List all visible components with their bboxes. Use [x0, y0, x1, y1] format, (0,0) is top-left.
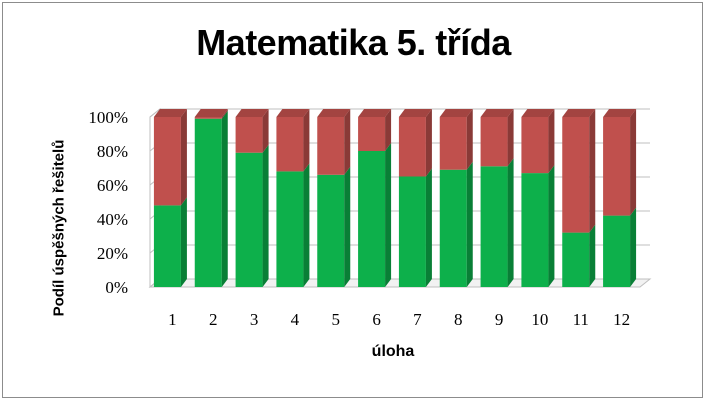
bar-segment-series2: [521, 117, 548, 173]
y-tick-label: 100%: [88, 108, 128, 127]
bar-segment-series1-side: [181, 197, 187, 287]
x-tick-label: 9: [495, 310, 504, 329]
y-tick-label: 0%: [105, 278, 128, 297]
bar-segment-series1-side: [467, 162, 473, 287]
x-tick-label: 2: [209, 310, 218, 329]
x-tick-label: 6: [372, 310, 381, 329]
bar-segment-series1: [236, 153, 263, 287]
x-tick-label: 1: [168, 310, 177, 329]
bar-segment-series2-side: [630, 109, 636, 216]
x-tick-label: 11: [573, 310, 589, 329]
bar-segment-series1: [440, 170, 467, 287]
bar-segment-series1-side: [508, 158, 514, 287]
x-tick-label: 5: [332, 310, 341, 329]
bar-segment-series2: [236, 117, 263, 153]
bar-segment-series1-side: [222, 111, 228, 287]
bar-segment-series2: [562, 117, 589, 233]
bar-segment-series2-side: [181, 109, 187, 205]
x-tick-label: 8: [454, 310, 463, 329]
y-tick-label: 40%: [97, 210, 128, 229]
x-tick-label: 12: [613, 310, 630, 329]
y-tick-label: 20%: [97, 244, 128, 263]
bar-segment-series2-side: [303, 109, 309, 171]
bar-segment-series1-side: [426, 169, 432, 288]
bar-segment-series1-side: [589, 225, 595, 287]
bar-segment-series2: [276, 117, 303, 171]
bar-segment-series1: [154, 205, 181, 287]
bar-segment-series2-side: [426, 109, 432, 177]
bar-segment-series2: [603, 117, 630, 216]
bar-segment-series2: [481, 117, 508, 166]
bar-segment-series2: [358, 117, 385, 151]
bar-segment-series2: [399, 117, 426, 177]
bar-segment-series2-side: [467, 109, 473, 170]
bar-segment-series1: [603, 216, 630, 287]
bar-segment-series2: [154, 117, 181, 205]
bar-segment-series2: [317, 117, 344, 175]
bar-segment-series1: [276, 171, 303, 287]
bar-segment-series1: [399, 177, 426, 288]
bar-segment-series2-side: [508, 109, 514, 166]
bar-segment-series1-side: [630, 208, 636, 287]
bar-segment-series1: [481, 166, 508, 287]
bar-segment-series1: [521, 173, 548, 287]
bar-segment-series2: [195, 117, 222, 119]
bar-segment-series1-side: [303, 163, 309, 287]
bar-segment-series1-side: [548, 165, 554, 287]
bar-segment-series2-side: [589, 109, 595, 233]
bar-segment-series1-side: [344, 167, 350, 287]
bar-segment-series1: [562, 233, 589, 287]
bar-segment-series1: [358, 151, 385, 287]
x-tick-label: 3: [250, 310, 259, 329]
bar-segment-series1-side: [263, 145, 269, 287]
bar-segment-series1-side: [385, 143, 391, 287]
bar-segment-series2-side: [344, 109, 350, 175]
bar-segment-series2-side: [548, 109, 554, 173]
bar-segment-series1: [195, 119, 222, 287]
bar-segment-series1: [317, 175, 344, 287]
y-tick-label: 60%: [97, 176, 128, 195]
x-tick-label: 10: [531, 310, 548, 329]
x-tick-label: 4: [291, 310, 300, 329]
x-tick-label: 7: [413, 310, 422, 329]
bar-segment-series2: [440, 117, 467, 170]
y-tick-label: 80%: [97, 142, 128, 161]
